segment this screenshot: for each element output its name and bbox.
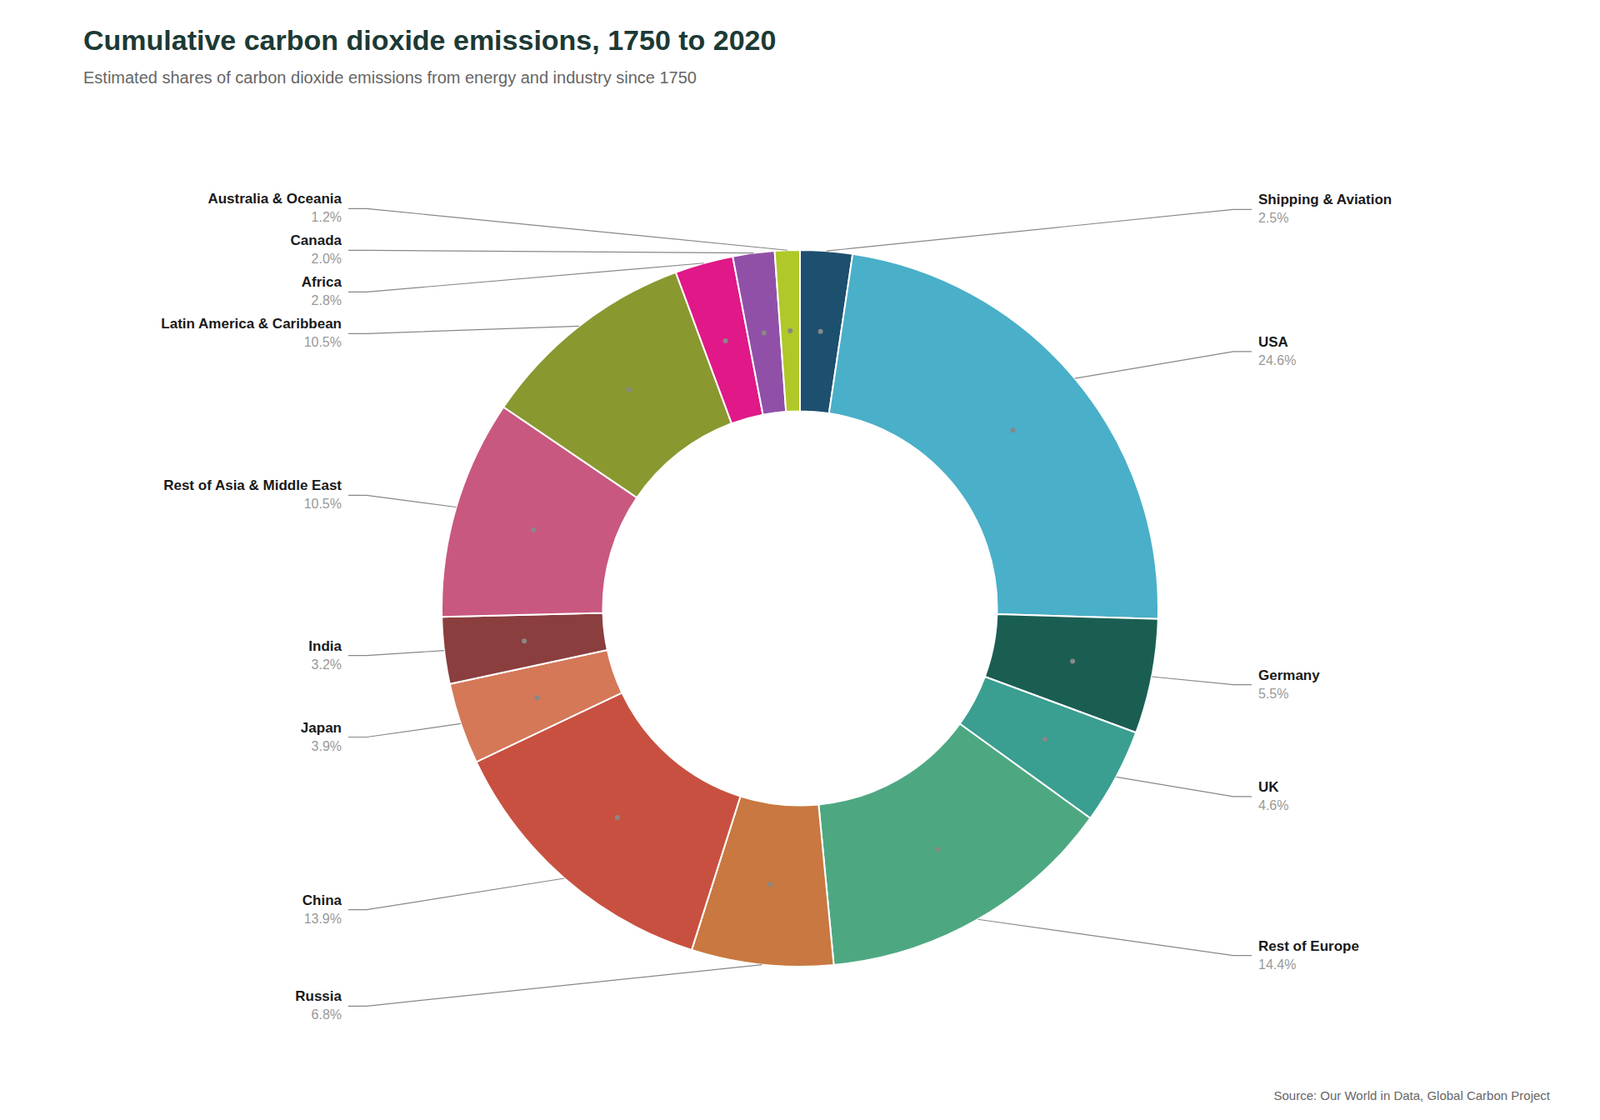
slice-label: Australia & Oceania xyxy=(207,190,342,207)
leader-dot xyxy=(530,527,536,533)
slice xyxy=(818,724,1090,966)
data-label: 6.8% xyxy=(311,1007,342,1022)
leader-dot xyxy=(818,329,824,335)
leader-line xyxy=(348,650,445,656)
slice-label: Canada xyxy=(290,232,343,249)
slice-label: UK xyxy=(1258,779,1280,795)
slice-label: Rest of Asia & Middle East xyxy=(163,477,342,494)
slice-label: Germany xyxy=(1258,667,1320,684)
slice xyxy=(829,254,1159,620)
leader-line xyxy=(1151,676,1252,685)
leader-dot xyxy=(521,638,527,644)
leader-line xyxy=(348,263,705,293)
slice-label: Russia xyxy=(295,988,342,1005)
leader-line xyxy=(348,208,788,250)
leader-dot xyxy=(534,695,540,700)
data-label: 4.6% xyxy=(1258,798,1289,813)
leader-dot xyxy=(787,328,793,334)
leader-line xyxy=(348,325,580,334)
slice-label: China xyxy=(302,892,343,909)
leader-line xyxy=(348,965,762,1007)
annotation: Source: Our World in Data, Global Carbon… xyxy=(1273,1088,1550,1103)
data-label: 1.2% xyxy=(311,210,342,225)
leader-dot xyxy=(723,338,729,344)
data-label: 3.9% xyxy=(311,739,342,754)
slice-label: USA xyxy=(1258,334,1289,350)
leader-line xyxy=(348,495,457,507)
slice-label: Africa xyxy=(301,274,343,290)
slice-label: Japan xyxy=(300,720,342,736)
slice-label: Shipping & Aviation xyxy=(1258,191,1392,208)
leader-dot xyxy=(1070,659,1075,665)
leader-dot xyxy=(761,330,767,336)
data-label: 5.5% xyxy=(1258,686,1289,701)
leader-line xyxy=(826,209,1252,251)
data-label: 24.6% xyxy=(1258,353,1296,368)
data-label: 2.5% xyxy=(1258,210,1289,225)
leader-dot xyxy=(1042,736,1048,742)
leader-line xyxy=(1115,776,1252,797)
slice-label: India xyxy=(308,638,342,655)
leader-line xyxy=(978,919,1252,955)
leader-dot xyxy=(615,815,620,820)
slice xyxy=(441,613,608,685)
title: Cumulative carbon dioxide emissions, 175… xyxy=(83,24,776,56)
data-label: 10.5% xyxy=(304,496,342,511)
leader-line xyxy=(348,878,565,910)
data-label: 10.5% xyxy=(304,335,342,350)
leader-line xyxy=(348,723,461,737)
leader-dot xyxy=(1010,427,1016,433)
leader-dot xyxy=(626,387,632,393)
labels: Shipping & Aviation 2.5% USA 24.6% Germany 5.… xyxy=(160,190,1392,1022)
leader-dot xyxy=(935,846,940,852)
leader-line xyxy=(348,250,754,253)
data-label: 3.2% xyxy=(311,657,342,672)
donut: Shipping & Aviation 2.5% USA 24.6% Germany 5.… xyxy=(160,190,1392,1022)
slice-label: Rest of Europe xyxy=(1258,938,1360,955)
leader-line xyxy=(1075,351,1252,379)
chart: Cumulative carbon dioxide emissions, 175… xyxy=(0,0,1600,1120)
slice xyxy=(775,250,800,412)
data-label: 2.0% xyxy=(311,251,342,266)
slice-label: Latin America & Caribbean xyxy=(160,315,342,332)
slices xyxy=(441,250,1159,967)
data-label: 2.8% xyxy=(311,293,342,308)
subtitle: Estimated shares of carbon dioxide emiss… xyxy=(83,68,697,87)
data-label: 14.4% xyxy=(1258,957,1296,972)
data-label: 13.9% xyxy=(304,911,342,926)
leader-dot xyxy=(768,881,774,887)
